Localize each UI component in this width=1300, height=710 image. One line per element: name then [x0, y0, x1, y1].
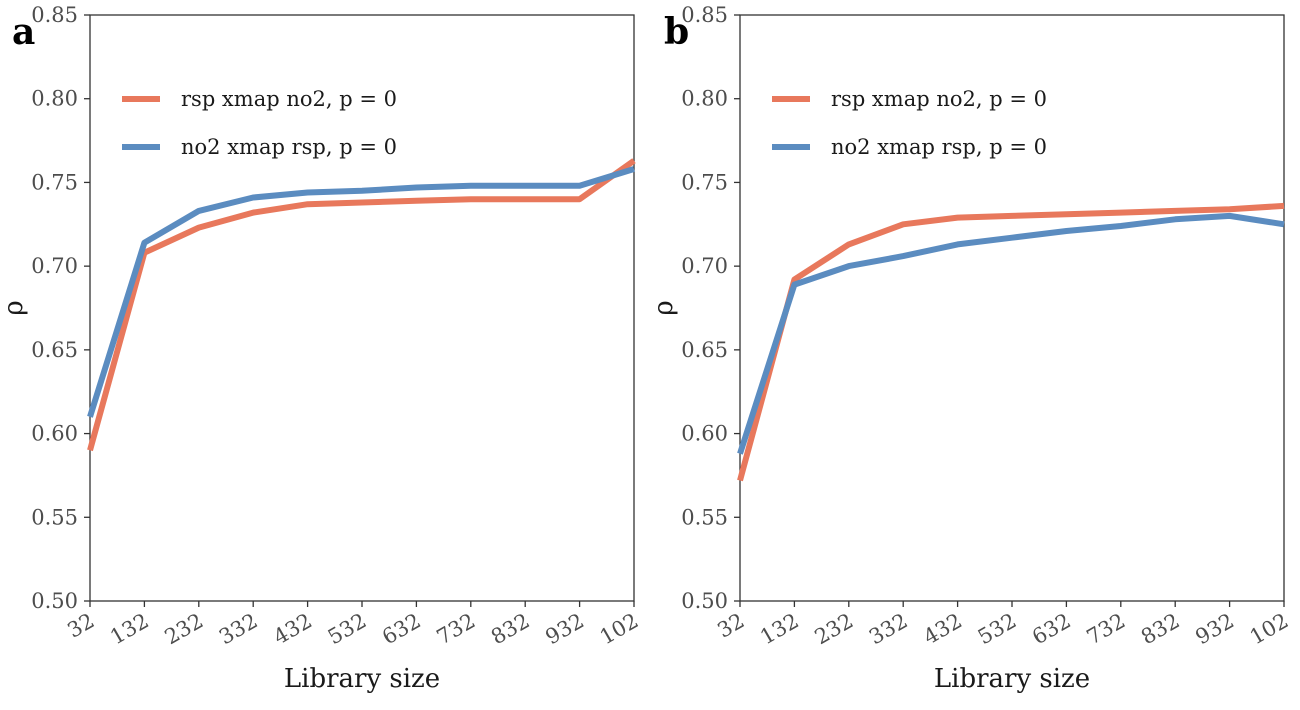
- y-tick-label: 0.50: [681, 589, 728, 613]
- x-tick-label: 632: [378, 609, 425, 650]
- x-tick-label: 232: [811, 609, 858, 650]
- y-tick-label: 0.50: [31, 589, 78, 613]
- x-tick-label: 32: [63, 609, 98, 643]
- panel-b: 0.50 0.55 0.60 0.65 0.70 0.75 0.80 0.85 32 132 232…: [649, 3, 1293, 694]
- y-tick-label: 0.70: [31, 254, 78, 278]
- x-tick-label: 432: [269, 609, 316, 650]
- y-tick-label: 0.75: [31, 170, 78, 194]
- x-tick-label: 102: [596, 609, 643, 650]
- series-line-1: [87, 158, 636, 452]
- y-axis-title: ρ: [649, 300, 679, 315]
- x-tick-label: 32: [713, 609, 748, 643]
- x-tick-label: 832: [1137, 609, 1184, 650]
- x-tick-label: 632: [1028, 609, 1075, 650]
- panel-label: b: [664, 11, 689, 53]
- x-axis-title: Library size: [284, 664, 440, 694]
- x-tick-label: 432: [919, 609, 966, 650]
- x-tick-label: 932: [541, 609, 588, 650]
- x-tick-label: 232: [161, 609, 208, 650]
- y-tick-label: 0.70: [681, 254, 728, 278]
- y-tick-label: 0.65: [681, 338, 728, 362]
- legend-label-2: no2 xmap rsp, p = 0: [831, 135, 1047, 159]
- y-tick-label: 0.85: [31, 3, 78, 27]
- y-tick-label: 0.80: [681, 87, 728, 111]
- x-tick-label: 732: [433, 609, 480, 650]
- y-tick-label: 0.55: [31, 505, 78, 529]
- x-tick-label: 832: [487, 609, 534, 650]
- panel-label: a: [12, 11, 35, 53]
- y-axis-title: ρ: [0, 300, 29, 315]
- x-tick-label: 332: [215, 609, 262, 650]
- legend-label-1: rsp xmap no2, p = 0: [181, 87, 397, 111]
- x-tick-label: 132: [106, 609, 153, 650]
- x-tick-label: 332: [865, 609, 912, 650]
- series-line-2: [87, 166, 635, 418]
- legend-label-2: no2 xmap rsp, p = 0: [181, 135, 397, 159]
- y-tick-label: 0.85: [681, 3, 728, 27]
- y-tick-label: 0.55: [681, 505, 728, 529]
- x-tick-label: 732: [1083, 609, 1130, 650]
- series-line-1: [737, 202, 1285, 482]
- y-tick-label: 0.80: [31, 87, 78, 111]
- y-tick-label: 0.65: [31, 338, 78, 362]
- x-tick-label: 132: [756, 609, 803, 650]
- y-tick-label: 0.60: [31, 422, 78, 446]
- y-tick-label: 0.75: [681, 170, 728, 194]
- x-tick-label: 532: [974, 609, 1021, 650]
- panel-a: 0.50 0.55 0.60 0.65 0.70 0.75 0.80 0.85 32 132 232…: [0, 3, 643, 694]
- x-tick-label: 532: [324, 609, 371, 650]
- x-tick-label: 932: [1191, 609, 1238, 650]
- x-tick-label: 102: [1246, 609, 1293, 650]
- legend-label-1: rsp xmap no2, p = 0: [831, 87, 1047, 111]
- series-line-2: [737, 212, 1285, 455]
- y-tick-label: 0.60: [681, 422, 728, 446]
- x-axis-title: Library size: [934, 664, 1090, 694]
